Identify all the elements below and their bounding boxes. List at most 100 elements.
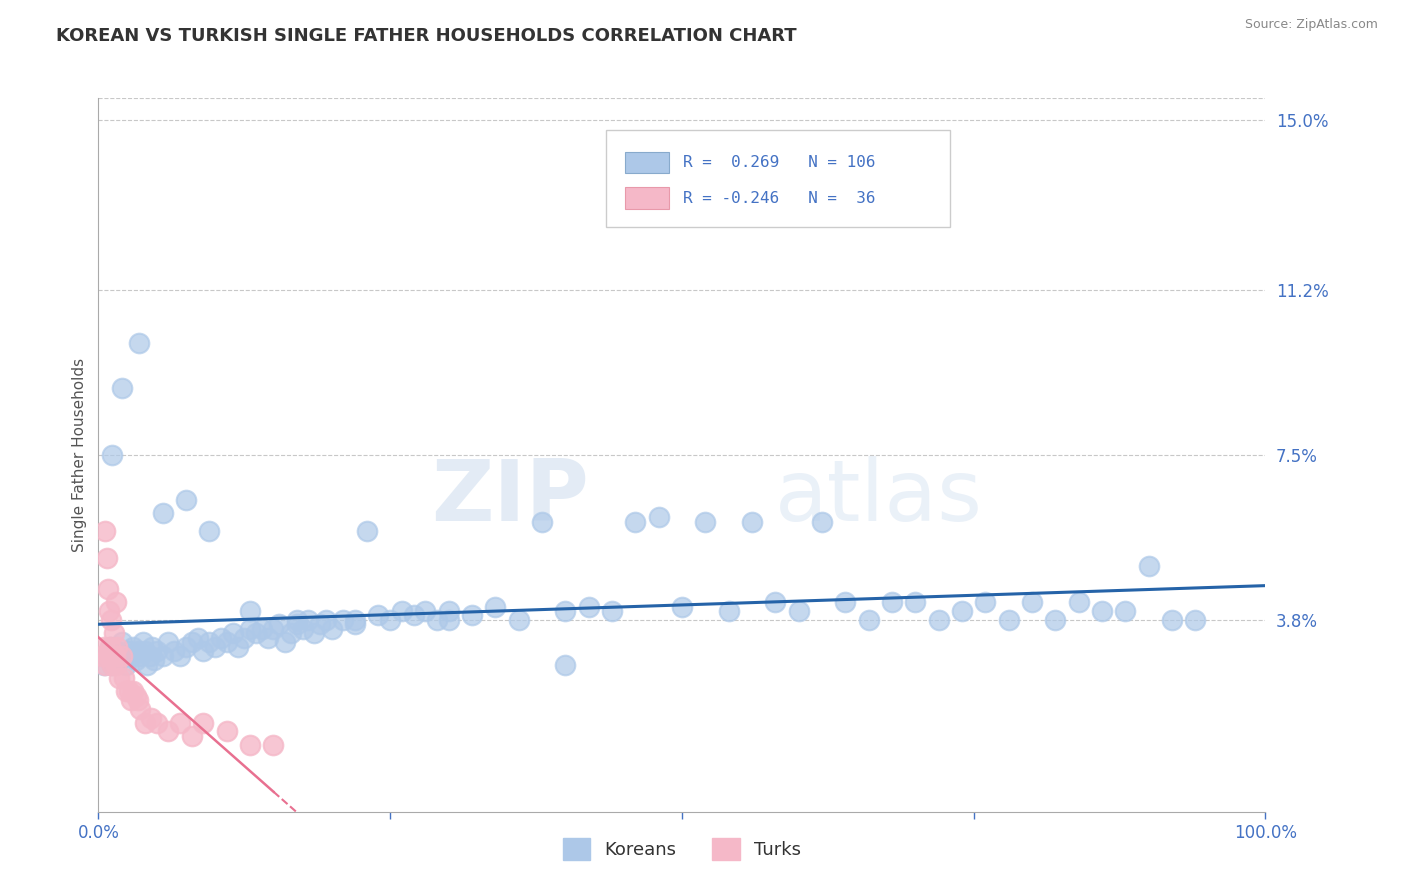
- Point: [129, 648, 152, 663]
- Point: [112, 648, 135, 663]
- Point: [134, 644, 156, 658]
- Text: Source: ZipAtlas.com: Source: ZipAtlas.com: [1244, 18, 1378, 31]
- Point: [717, 604, 740, 618]
- Point: [98, 640, 121, 654]
- Point: [239, 604, 262, 618]
- Point: [239, 738, 262, 752]
- Point: [139, 648, 162, 663]
- Point: [391, 604, 413, 618]
- Point: [98, 640, 121, 654]
- Point: [139, 711, 162, 725]
- Point: [97, 648, 120, 663]
- Text: ZIP: ZIP: [430, 456, 589, 540]
- Point: [904, 595, 927, 609]
- Point: [118, 684, 141, 698]
- Point: [146, 715, 169, 730]
- Point: [297, 613, 319, 627]
- Point: [93, 640, 115, 654]
- Point: [127, 644, 149, 658]
- Point: [104, 648, 127, 663]
- Point: [239, 622, 262, 636]
- Point: [198, 524, 221, 538]
- Point: [554, 657, 576, 672]
- Point: [671, 599, 693, 614]
- Point: [94, 657, 117, 672]
- Point: [163, 644, 186, 658]
- Point: [143, 653, 166, 667]
- Point: [157, 724, 180, 739]
- Point: [811, 515, 834, 529]
- Point: [262, 738, 284, 752]
- Y-axis label: Single Father Households: Single Father Households: [72, 358, 87, 552]
- Point: [315, 613, 337, 627]
- Legend: Koreans, Turks: Koreans, Turks: [555, 830, 808, 867]
- Point: [105, 640, 128, 654]
- Point: [120, 648, 142, 663]
- Point: [134, 715, 156, 730]
- Point: [104, 648, 127, 663]
- Point: [115, 657, 138, 672]
- Point: [204, 640, 226, 654]
- Point: [101, 657, 124, 672]
- Point: [215, 635, 238, 649]
- Point: [1091, 604, 1114, 618]
- Point: [858, 613, 880, 627]
- Point: [578, 599, 600, 614]
- Point: [100, 613, 122, 627]
- Point: [950, 604, 973, 618]
- Point: [285, 613, 308, 627]
- Point: [174, 640, 197, 654]
- Point: [974, 595, 997, 609]
- Point: [187, 631, 209, 645]
- Point: [209, 631, 232, 645]
- Point: [96, 550, 118, 565]
- Point: [554, 604, 576, 618]
- Point: [332, 613, 354, 627]
- Point: [152, 506, 174, 520]
- Point: [93, 657, 115, 672]
- Point: [256, 631, 278, 645]
- Point: [180, 635, 202, 649]
- Point: [647, 510, 669, 524]
- Point: [530, 515, 553, 529]
- Point: [508, 613, 530, 627]
- Point: [112, 671, 135, 685]
- Point: [128, 336, 150, 351]
- Point: [1021, 595, 1043, 609]
- Point: [125, 689, 148, 703]
- Point: [215, 724, 238, 739]
- Point: [136, 657, 159, 672]
- Point: [115, 684, 138, 698]
- Point: [1184, 613, 1206, 627]
- Point: [834, 595, 856, 609]
- Point: [309, 617, 332, 632]
- Point: [97, 582, 120, 596]
- Point: [344, 613, 367, 627]
- FancyBboxPatch shape: [606, 130, 950, 227]
- Text: R = -0.246   N =  36: R = -0.246 N = 36: [683, 191, 876, 205]
- Point: [141, 640, 163, 654]
- Point: [600, 604, 623, 618]
- Point: [695, 515, 717, 529]
- Point: [262, 622, 284, 636]
- Point: [111, 381, 134, 395]
- Point: [157, 635, 180, 649]
- Point: [880, 595, 903, 609]
- Point: [198, 635, 221, 649]
- Point: [787, 604, 810, 618]
- Point: [269, 617, 291, 632]
- Point: [108, 671, 131, 685]
- Point: [193, 715, 215, 730]
- Point: [101, 657, 124, 672]
- Point: [402, 608, 425, 623]
- Point: [1045, 613, 1067, 627]
- Bar: [624, 152, 669, 173]
- Point: [285, 617, 308, 632]
- Point: [461, 608, 484, 623]
- Point: [624, 515, 647, 529]
- Point: [928, 613, 950, 627]
- Point: [169, 715, 191, 730]
- Point: [413, 604, 436, 618]
- Point: [741, 515, 763, 529]
- Point: [356, 524, 378, 538]
